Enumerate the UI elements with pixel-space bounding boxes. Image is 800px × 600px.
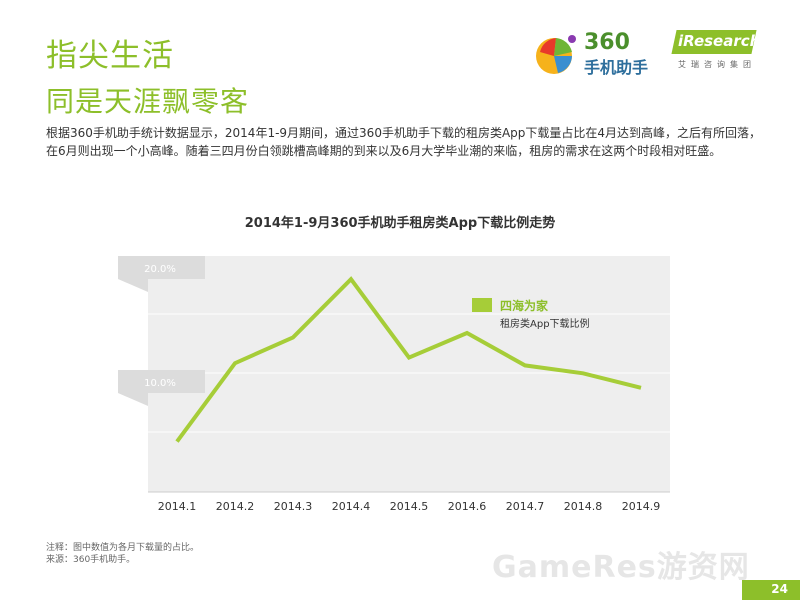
legend: 四海为家 租房类App下载比例 [472,298,590,330]
x-tick-label: 2014.7 [506,500,545,513]
page-title: 指尖生活 [46,38,174,74]
x-tick-label: 2014.9 [622,500,661,513]
legend-swatch [472,298,492,312]
logo-iresearch-text: iResearch [678,32,761,50]
page-number-badge: 24 [742,580,800,600]
legend-sub: 租房类App下载比例 [500,317,590,330]
x-tick-label: 2014.6 [448,500,487,513]
chart-title: 2014年1-9月360手机助手租房类App下载比例走势 [244,216,556,231]
page-subtitle: 同是天涯飘零客 [46,85,250,118]
watermark: GameRes游资网 [492,550,750,585]
x-tick-label: 2014.5 [390,500,429,513]
x-tick-labels: 2014.1 2014.2 2014.3 2014.4 2014.5 2014.6 2014… [158,500,661,513]
x-tick-label: 2014.1 [158,500,197,513]
y-tick-tag-20: 20.0% [118,256,205,292]
logo-360-text: 360 [584,30,630,55]
line-chart: 20.0% 10.0% 2014.1 2014.2 2014.3 2014.4 2014… [118,256,670,513]
logo-360: 360 手机助手 [532,30,650,80]
page-number: 24 [771,582,788,596]
x-tick-label: 2014.8 [564,500,603,513]
logo-360-cn-text: 手机助手 [584,58,649,77]
legend-series-name: 四海为家 [500,298,549,313]
note-text: 注释：图中数值为各月下载量的占比。 [46,543,200,553]
series-line [175,276,642,443]
source-text: 来源：360手机助手。 [46,555,136,565]
y-tick-tag-10: 10.0% [118,370,205,406]
logo-iresearch-cn-text: 艾瑞咨询集团 [678,60,756,69]
y-tick-label: 10.0% [144,378,176,389]
x-tick-label: 2014.2 [216,500,255,513]
description: 根据360手机助手统计数据显示，2014年1-9月期间，通过360手机助手下载的… [46,126,762,158]
logo-360-icon [536,35,576,74]
x-tick-label: 2014.4 [332,500,371,513]
y-tick-label: 20.0% [144,264,176,275]
x-tick-label: 2014.3 [274,500,313,513]
logo-iresearch: iResearch 艾瑞咨询集团 [670,30,760,75]
